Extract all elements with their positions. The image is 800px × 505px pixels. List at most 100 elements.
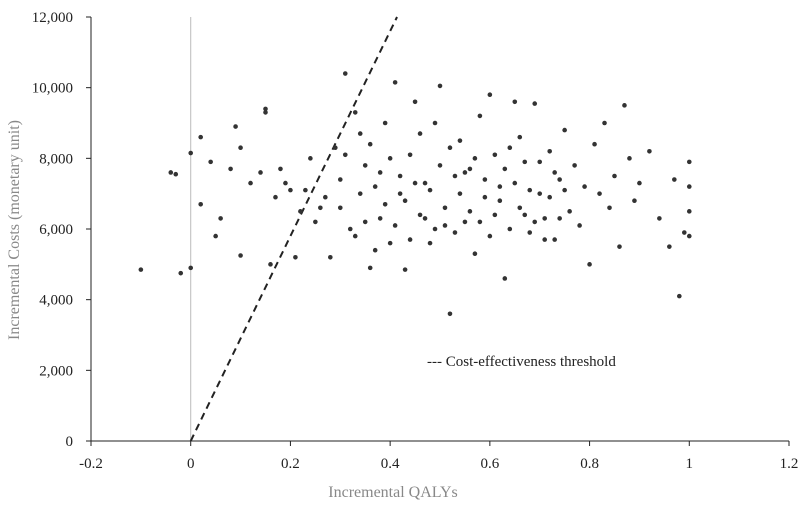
scatter-point [547, 194, 552, 200]
scatter-point [582, 184, 587, 189]
scatter-point [367, 141, 373, 147]
scatter-point [248, 180, 253, 186]
x-tick-label: 0.4 [381, 456, 400, 472]
scatter-point [507, 145, 513, 151]
scatter-point [502, 166, 508, 172]
scatter-point [308, 156, 313, 161]
scatter-point [238, 145, 243, 151]
scatter-point [387, 156, 393, 161]
scatter-point [482, 194, 488, 200]
scatter-point [447, 311, 453, 317]
scatter-point [283, 180, 288, 186]
scatter-point [507, 226, 513, 232]
scatter-point [238, 253, 243, 258]
scatter-point [382, 201, 388, 207]
threshold-line-group [189, 16, 398, 442]
scatter-point [263, 106, 268, 112]
scatter-point [542, 216, 547, 221]
scatter-point [562, 187, 567, 193]
scatter-point [173, 171, 179, 177]
scatter-point [602, 120, 607, 126]
scatter-point [502, 276, 508, 281]
y-tick-label: 12,000 [32, 10, 73, 26]
scatter-point [333, 145, 338, 151]
scatter-point [467, 209, 473, 214]
scatter-point [612, 173, 617, 179]
scatter-point [422, 180, 428, 186]
y-tick-label: 6,000 [39, 222, 73, 238]
scatter-point [188, 265, 194, 271]
scatter-point [288, 187, 293, 193]
scatter-point [442, 205, 448, 211]
scatter-point [323, 194, 328, 200]
scatter-point [318, 205, 323, 211]
scatter-point [362, 219, 368, 225]
scatter-point [497, 198, 503, 204]
scatter-point [522, 212, 528, 218]
scatter-point [412, 99, 418, 105]
scatter-point [512, 180, 518, 186]
scatter-point [477, 113, 483, 119]
scatter-point [492, 152, 498, 158]
scatter-point [557, 177, 562, 182]
scatter-point [352, 110, 358, 115]
y-tick-label: 8,000 [39, 151, 73, 167]
axes [86, 16, 790, 446]
scatter-point [437, 163, 443, 168]
scatter-point [392, 223, 398, 228]
scatter-point [407, 152, 413, 158]
x-axis-title: Incremental QALYs [328, 484, 457, 501]
scatter-point [377, 170, 383, 175]
scatter-point [492, 212, 498, 218]
scatter-point [487, 92, 493, 98]
scatter-point [417, 212, 423, 218]
scatter-point [357, 131, 363, 136]
scatter-point [372, 184, 378, 189]
scatter-point [138, 267, 144, 272]
scatter-point [328, 254, 333, 260]
scatter-point [557, 216, 562, 221]
scatter-point [337, 205, 343, 211]
scatter-point [686, 184, 692, 189]
scatter-point [472, 156, 478, 161]
scatter-point [452, 230, 458, 235]
scatter-point [228, 166, 233, 172]
x-tick-label: 1 [686, 456, 694, 472]
scatter-point [627, 156, 632, 161]
scatter-point [577, 223, 582, 228]
scatter-point [367, 265, 373, 271]
scatter-point [567, 209, 572, 214]
scatter-point [298, 209, 303, 214]
scatter-point [397, 173, 403, 179]
scatter-point [268, 262, 273, 267]
scatter-point [467, 166, 473, 172]
x-tick-label: 1.2 [780, 456, 799, 472]
labels: -0.2 0 0.2 0.4 0.6 0.8 1 1.2 0 2,000 4,000 6,000 8,0… [32, 10, 799, 472]
scatter-point [647, 148, 652, 154]
scatter-point [632, 198, 637, 204]
scatter-point [387, 240, 393, 246]
y-tick-label: 4,000 [39, 293, 73, 309]
scatter-point [352, 233, 358, 239]
scatter-point [517, 205, 523, 211]
scatter-point [637, 180, 642, 186]
scatter-point [617, 244, 622, 249]
scatter-point [427, 240, 433, 246]
scatter-point [427, 187, 433, 193]
scatter-point [522, 159, 528, 165]
scatter-point [347, 226, 353, 232]
scatter-point [497, 184, 503, 189]
scatter-point [168, 170, 174, 175]
x-tick-label: 0 [187, 456, 195, 472]
scatter-point [512, 99, 518, 105]
scatter-point [672, 177, 677, 182]
scatter-point [342, 152, 348, 158]
scatter-point [278, 166, 283, 172]
data-points [138, 71, 692, 317]
scatter-point [667, 244, 672, 249]
scatter-point [686, 209, 692, 214]
scatter-point [482, 177, 488, 182]
scatter-point [572, 163, 577, 168]
scatter-point [402, 198, 408, 204]
scatter-point [527, 230, 533, 235]
